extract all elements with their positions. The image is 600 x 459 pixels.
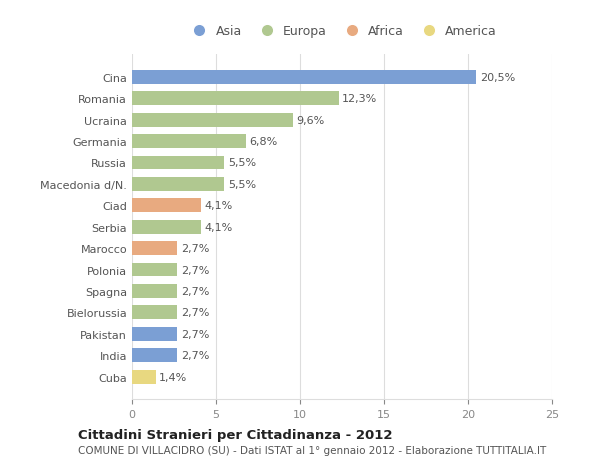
Bar bbox=[132, 199, 201, 213]
Text: 5,5%: 5,5% bbox=[228, 158, 256, 168]
Text: 2,7%: 2,7% bbox=[181, 329, 209, 339]
Text: 1,4%: 1,4% bbox=[159, 372, 187, 382]
Text: 2,7%: 2,7% bbox=[181, 286, 209, 296]
Text: 2,7%: 2,7% bbox=[181, 265, 209, 275]
Bar bbox=[132, 156, 224, 170]
Text: 4,1%: 4,1% bbox=[204, 222, 232, 232]
Text: 5,5%: 5,5% bbox=[228, 179, 256, 190]
Bar bbox=[132, 348, 178, 362]
Text: 4,1%: 4,1% bbox=[204, 201, 232, 211]
Text: 2,7%: 2,7% bbox=[181, 244, 209, 253]
Text: Cittadini Stranieri per Cittadinanza - 2012: Cittadini Stranieri per Cittadinanza - 2… bbox=[78, 428, 392, 442]
Bar bbox=[132, 370, 155, 384]
Text: 6,8%: 6,8% bbox=[250, 137, 278, 147]
Text: 2,7%: 2,7% bbox=[181, 350, 209, 360]
Bar bbox=[132, 92, 338, 106]
Bar bbox=[132, 284, 178, 298]
Bar bbox=[132, 113, 293, 127]
Bar bbox=[132, 327, 178, 341]
Text: COMUNE DI VILLACIDRO (SU) - Dati ISTAT al 1° gennaio 2012 - Elaborazione TUTTITA: COMUNE DI VILLACIDRO (SU) - Dati ISTAT a… bbox=[78, 446, 546, 455]
Text: 2,7%: 2,7% bbox=[181, 308, 209, 318]
Bar bbox=[132, 220, 201, 234]
Bar bbox=[132, 71, 476, 84]
Legend: Asia, Europa, Africa, America: Asia, Europa, Africa, America bbox=[182, 20, 502, 43]
Text: 9,6%: 9,6% bbox=[296, 115, 325, 125]
Bar bbox=[132, 178, 224, 191]
Bar bbox=[132, 306, 178, 319]
Bar bbox=[132, 135, 246, 149]
Bar bbox=[132, 263, 178, 277]
Text: 12,3%: 12,3% bbox=[342, 94, 377, 104]
Bar bbox=[132, 241, 178, 256]
Text: 20,5%: 20,5% bbox=[480, 73, 515, 83]
